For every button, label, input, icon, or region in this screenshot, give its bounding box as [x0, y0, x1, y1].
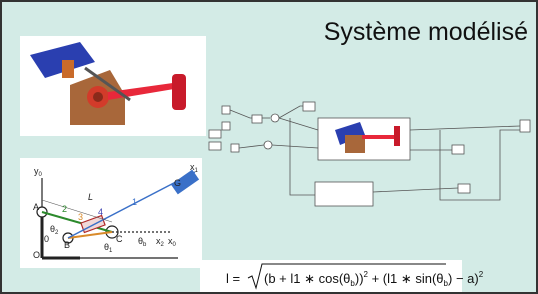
label: O [33, 250, 40, 260]
formula-rhs: (b + l1 ∗ cos(θb))2 + (l1 ∗ sin(θb) − a)… [264, 270, 484, 288]
slide-title: Système modélisé [324, 18, 528, 46]
label: 1 [132, 197, 137, 207]
label: 0 [44, 234, 49, 244]
label: 4 [98, 207, 103, 217]
label: B [64, 240, 70, 250]
label: A [33, 202, 39, 212]
label: G [174, 178, 181, 188]
render-image [20, 36, 206, 136]
label: L [88, 192, 93, 202]
label: 2 [62, 204, 67, 214]
label: C [116, 234, 123, 244]
label: 3 [78, 212, 83, 222]
formula-lhs: l = [226, 271, 240, 286]
slide: Système modélisé [0, 0, 538, 294]
